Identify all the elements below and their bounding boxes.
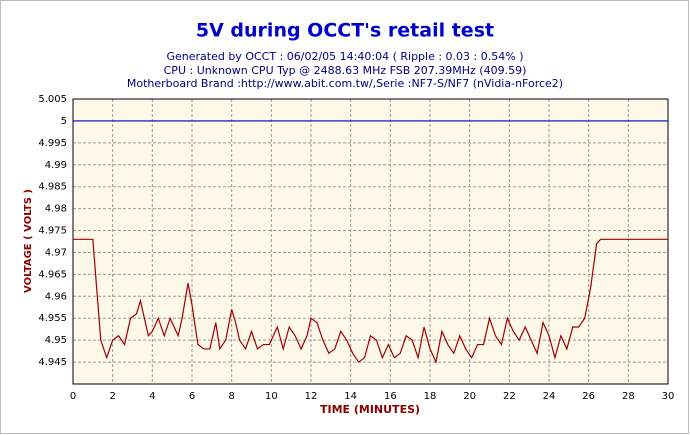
x-tick-label: 12 <box>305 391 318 402</box>
y-tick-label: 4.99 <box>45 160 67 171</box>
x-tick-label: 0 <box>70 391 76 402</box>
x-tick-label: 2 <box>109 391 115 402</box>
x-tick-label: 14 <box>344 391 357 402</box>
x-tick-label: 30 <box>662 391 675 402</box>
x-tick-label: 24 <box>543 391 556 402</box>
x-tick-label: 20 <box>463 391 476 402</box>
subtitle: Generated by OCCT : 06/02/05 14:40:04 ( … <box>167 50 524 63</box>
data-line <box>73 238 668 365</box>
y-tick-label: 4.985 <box>38 182 67 193</box>
y-tick-label: 4.95 <box>45 335 67 346</box>
subtitle: Motherboard Brand :http://www.abit.com.t… <box>127 77 563 90</box>
y-tick-label: 4.995 <box>38 138 67 149</box>
y-tick-label: 4.98 <box>45 204 67 215</box>
y-tick-label: 4.965 <box>38 269 67 280</box>
y-tick-label: 5.005 <box>38 94 67 105</box>
chart-title: 5V during OCCT's retail test <box>196 20 494 42</box>
y-tick-label: 4.975 <box>38 226 67 237</box>
y-tick-label: 5 <box>61 116 67 127</box>
y-tick-label: 4.96 <box>45 291 67 302</box>
x-tick-label: 26 <box>582 391 595 402</box>
y-tick-label: 4.97 <box>45 247 67 258</box>
y-axis-label: VOLTAGE ( VOLTS ) <box>23 189 34 293</box>
y-tick-label: 4.945 <box>38 357 67 368</box>
plot-area <box>73 99 668 384</box>
x-tick-label: 22 <box>503 391 516 402</box>
x-tick-label: 16 <box>384 391 397 402</box>
x-tick-label: 18 <box>424 391 437 402</box>
y-tick-label: 4.955 <box>38 313 67 324</box>
subtitle: CPU : Unknown CPU Typ @ 2488.63 MHz FSB … <box>164 64 527 77</box>
plot-border <box>72 98 669 385</box>
x-tick-label: 10 <box>265 391 278 402</box>
x-tick-label: 8 <box>228 391 234 402</box>
x-tick-label: 6 <box>189 391 195 402</box>
x-tick-label: 4 <box>149 391 155 402</box>
x-tick-label: 28 <box>622 391 635 402</box>
x-axis-label: TIME (MINUTES) <box>320 403 420 416</box>
